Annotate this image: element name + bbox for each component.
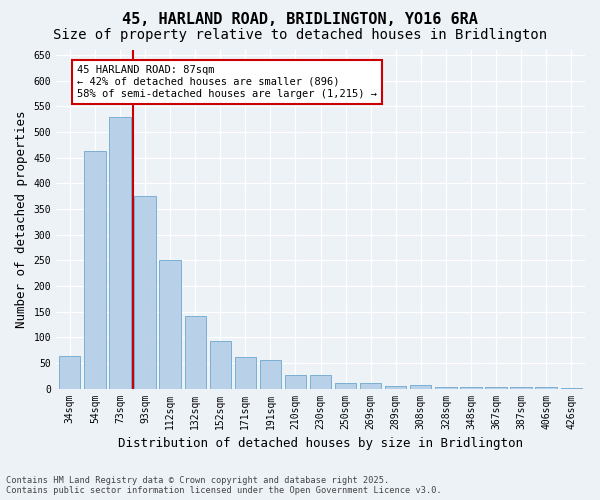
Bar — [335, 383, 356, 388]
Text: 45, HARLAND ROAD, BRIDLINGTON, YO16 6RA: 45, HARLAND ROAD, BRIDLINGTON, YO16 6RA — [122, 12, 478, 28]
Bar — [160, 260, 181, 388]
Bar — [84, 151, 106, 388]
Bar — [285, 374, 306, 388]
Bar — [460, 386, 482, 388]
Bar — [435, 386, 457, 388]
Bar — [260, 360, 281, 388]
Bar — [511, 386, 532, 388]
Bar — [385, 386, 406, 388]
Bar — [485, 387, 506, 388]
X-axis label: Distribution of detached houses by size in Bridlington: Distribution of detached houses by size … — [118, 437, 523, 450]
Bar — [59, 356, 80, 388]
Bar — [360, 383, 382, 388]
Bar — [535, 387, 557, 388]
Bar — [410, 386, 431, 388]
Text: 45 HARLAND ROAD: 87sqm
← 42% of detached houses are smaller (896)
58% of semi-de: 45 HARLAND ROAD: 87sqm ← 42% of detached… — [77, 66, 377, 98]
Text: Size of property relative to detached houses in Bridlington: Size of property relative to detached ho… — [53, 28, 547, 42]
Bar — [310, 374, 331, 388]
Bar — [134, 196, 155, 388]
Bar — [109, 116, 131, 388]
Y-axis label: Number of detached properties: Number of detached properties — [15, 110, 28, 328]
Text: Contains HM Land Registry data © Crown copyright and database right 2025.
Contai: Contains HM Land Registry data © Crown c… — [6, 476, 442, 495]
Bar — [235, 357, 256, 388]
Bar — [185, 316, 206, 388]
Bar — [209, 341, 231, 388]
